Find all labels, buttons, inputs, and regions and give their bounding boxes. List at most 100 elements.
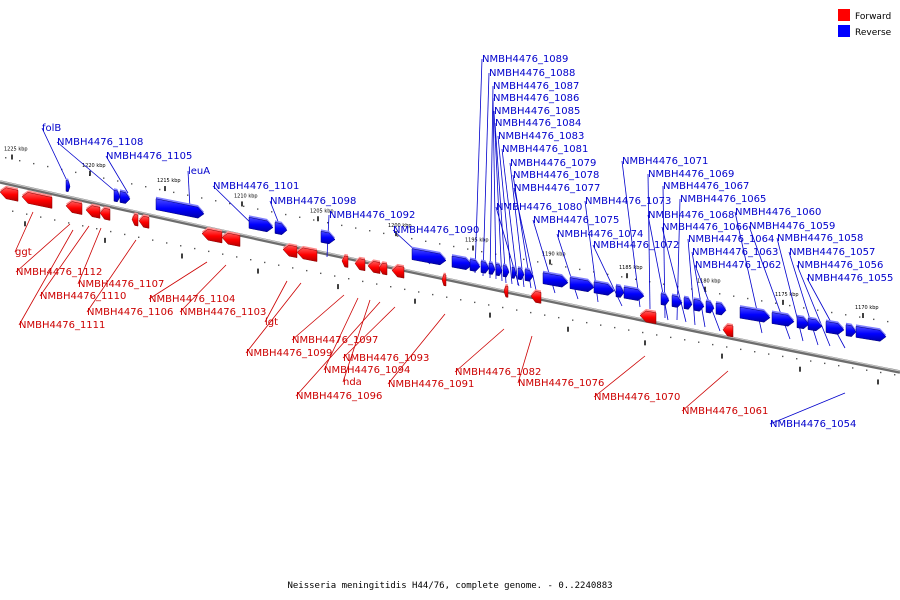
scale-label: 1215 kbp — [157, 178, 181, 184]
scale-dot — [859, 316, 861, 318]
scale-label: 1205 kbp — [310, 208, 334, 214]
gene-body — [480, 261, 490, 274]
gene-rev-6 — [320, 229, 336, 245]
leader-line — [501, 148, 519, 286]
scale-dot — [621, 276, 623, 278]
scale-dot — [635, 278, 637, 280]
scale-dot — [628, 329, 630, 331]
gene-fwd-4 — [99, 206, 111, 221]
scale-dot — [670, 336, 672, 339]
gene-rev-12 — [495, 262, 503, 277]
scale-dot — [782, 355, 784, 358]
leader-line — [474, 58, 483, 274]
scale-dot — [152, 239, 154, 241]
gene-label-nmbh4476-1094: NMBH4476_1094 — [324, 365, 410, 376]
gene-rev-1 — [113, 188, 121, 203]
gene-body — [367, 261, 381, 274]
gene-body — [274, 222, 288, 235]
gene-label-nmbh4476-1068: NMBH4476_1068 — [648, 210, 734, 221]
scale-dot — [810, 360, 812, 362]
gene-rev-2 — [119, 189, 131, 204]
scale-label: 1225 kbp — [4, 147, 28, 153]
leader-line — [769, 392, 846, 425]
gene-label-nmbh4476-1076: NMBH4476_1076 — [518, 378, 604, 389]
gene-body — [201, 228, 223, 244]
scale-dot — [124, 233, 126, 236]
scale-dot — [390, 286, 392, 288]
scale-dot — [866, 369, 868, 371]
leader-line — [41, 127, 69, 184]
gene-body — [705, 301, 715, 314]
gene-label-ggt: ggt — [15, 247, 32, 258]
gene-rev-26 — [705, 299, 715, 314]
scale-dot — [40, 216, 42, 218]
leader-line — [77, 227, 102, 285]
gene-rev-0 — [65, 178, 71, 193]
leader-line — [691, 251, 706, 328]
gene-rev-5 — [274, 220, 288, 235]
scale-label: 1195 kbp — [465, 237, 489, 243]
scale-dot — [47, 165, 49, 168]
scale-dot — [880, 371, 882, 374]
gene-body — [825, 321, 845, 335]
scale-dot — [194, 247, 196, 250]
gene-rev-27 — [715, 301, 727, 316]
leader-line — [105, 155, 129, 194]
gene-label-lgt: lgt — [265, 317, 278, 328]
gene-fwd-20 — [722, 323, 734, 338]
scale-dot — [264, 261, 266, 264]
gene-body — [722, 324, 734, 338]
gene-body — [502, 265, 510, 278]
gene-label-nmbh4476-1059: NMBH4476_1059 — [749, 221, 835, 232]
gene-fwd-3 — [85, 203, 101, 219]
scale-dot — [537, 261, 539, 263]
scale-dot — [726, 346, 728, 348]
gene-body — [221, 232, 241, 247]
leader-line — [39, 225, 90, 297]
legend-forward-label: Forward — [855, 12, 891, 22]
gene-label-nmbh4476-1110: NMBH4476_1110 — [40, 291, 126, 302]
gene-body — [131, 214, 139, 227]
scale-dot — [5, 157, 7, 159]
scale-dot — [425, 240, 427, 242]
gene-rev-9 — [469, 257, 481, 272]
leader-line — [291, 294, 345, 341]
gene-body — [623, 286, 645, 301]
leader-line — [295, 301, 381, 397]
scale-dot — [523, 258, 525, 261]
scale-dot — [852, 367, 854, 369]
scale-dot — [131, 183, 133, 185]
scale-dot — [19, 160, 21, 162]
scale-dot — [159, 188, 161, 191]
gene-label-nmbh4476-1097: NMBH4476_1097 — [292, 335, 378, 346]
scale-dot — [845, 314, 847, 316]
leader-line — [694, 264, 721, 332]
gene-fwd-16 — [441, 272, 447, 287]
gene-label-nmbh4476-1112: NMBH4476_1112 — [16, 267, 102, 278]
gene-label-nmbh4476-1063: NMBH4476_1063 — [692, 247, 778, 258]
gene-fwd-11 — [341, 253, 349, 268]
scale-dot — [222, 253, 224, 255]
genome-caption: Neisseria meningitidis H44/76, complete … — [287, 581, 612, 591]
scale-label: 1170 kbp — [855, 305, 879, 311]
gene-body — [354, 258, 366, 272]
scale-dot — [481, 250, 483, 253]
gene-label-nmbh4476-1111: NMBH4476_1111 — [19, 320, 105, 331]
leader-line — [517, 335, 533, 384]
legend-forward-swatch — [838, 9, 850, 21]
gene-label-nmbh4476-1107: NMBH4476_1107 — [78, 279, 164, 290]
scale-dot — [75, 171, 77, 174]
scale-dot — [103, 177, 105, 179]
leader-line — [493, 110, 503, 282]
gene-rev-19 — [593, 279, 615, 296]
gene-body — [845, 324, 857, 337]
gene-label-nmbh4476-1079: NMBH4476_1079 — [510, 158, 596, 169]
gene-label-nmbh4476-1070: NMBH4476_1070 — [594, 392, 680, 403]
gene-label-nmbh4476-1090: NMBH4476_1090 — [393, 225, 479, 236]
scale-dot — [313, 219, 315, 221]
scale-dot — [432, 293, 434, 296]
gene-rev-7 — [411, 246, 447, 266]
gene-body — [248, 216, 274, 233]
scale-label: 1190 kbp — [542, 252, 566, 258]
scale-dot — [348, 278, 350, 280]
